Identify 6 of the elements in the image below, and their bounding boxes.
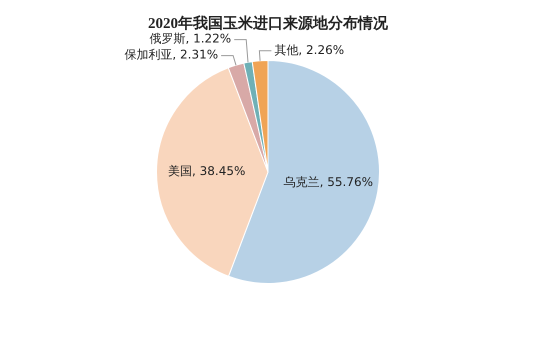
slice-label: 乌克兰, 55.76% bbox=[284, 175, 374, 190]
slice-label: 保加利亚, 2.31% bbox=[124, 48, 218, 62]
chart-title: 2020年我国玉米进口来源地分布情况 bbox=[148, 14, 389, 32]
slice-label: 俄罗斯, 1.22% bbox=[149, 32, 232, 46]
slice-label: 其他, 2.26% bbox=[274, 42, 344, 57]
slice-label: 美国, 38.45% bbox=[168, 164, 246, 178]
